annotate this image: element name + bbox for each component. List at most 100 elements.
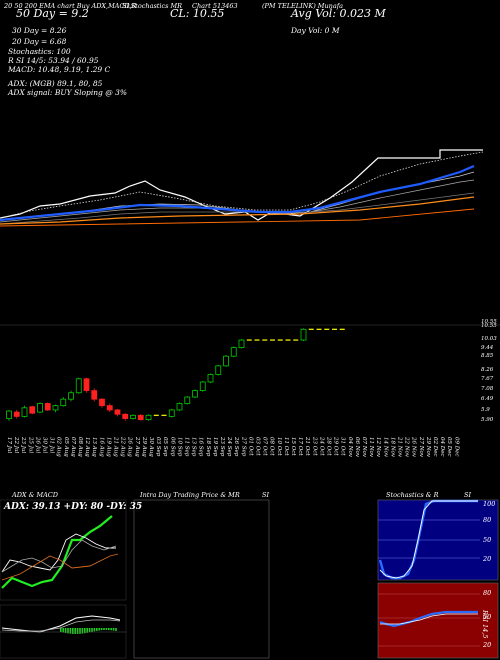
macd-lines [0,615,126,634]
macd-histogram-bar [67,628,69,634]
macd-histogram-bar [96,628,98,631]
macd-histogram-bar [84,628,86,634]
date-tick: 11 Nov [368,437,374,458]
price-tick: 10.55 [481,323,497,329]
date-tick: 30 Jul [42,437,48,453]
date-tick: 31 Jul [49,437,55,453]
plus-di-line [1,533,116,573]
candle [6,409,12,421]
date-tick: 21 Oct [304,436,310,456]
date-tick: 18 Sep [205,437,211,457]
candle [106,403,113,413]
price-tick: 8.85 [481,353,494,359]
dma20-readout: 20 Day = 6.68 [12,37,67,46]
macd-histogram-bar [64,628,67,633]
date-tick: 07 Nov [361,437,367,458]
macd-histogram-bar [100,628,103,631]
macd-histogram-bar [88,628,91,633]
ema-lines [0,149,484,227]
candle [199,380,206,392]
stoch-panel-title: Stochastics & R [386,491,439,499]
ema-dotted-line [0,151,484,219]
stoch-d-line [379,500,478,579]
price-tick: 8.26 [481,367,494,373]
stochastics-readout: Stochastics: 100 [8,47,71,56]
date-tick: 27 Aug [134,436,140,457]
date-tick: 17 Jul [6,437,12,453]
date-tick: 05 Sep [162,437,168,457]
price-tick: 10.55 [481,319,497,325]
price-tick: 9.44 [481,345,494,351]
header-slstoch: SLStochastics MR [122,2,183,10]
macd-histogram-bar [110,628,112,631]
rsi-line [379,610,478,628]
price-tick: 6.49 [481,396,494,402]
date-tick: 11 Oct [283,437,289,456]
header-munafa: (PM TELELINK) Munafa [262,2,343,10]
candle [52,404,59,413]
ema-slow-line-3 [0,192,475,225]
candle [168,408,175,418]
date-tick: 30 Aug [148,437,154,457]
candle [207,373,214,384]
candle [238,338,245,349]
candle [114,408,121,417]
candle [91,388,98,402]
date-tick: 08 Aug [77,437,83,457]
price-tick: 7.67 [481,376,494,382]
candle [230,346,237,358]
price-tick: 5.9 [481,407,490,413]
adx-panel-title: ADX & MACD [12,491,58,499]
date-tick: 01 Oct [247,437,253,456]
date-tick: 29 Aug [141,436,147,457]
rsi-signal-line [380,613,478,625]
date-tick: 19 Sep [212,437,218,457]
date-tick: 04 Dec [439,437,445,457]
intraday-panel-title: Intra Day Trading Price & MR [140,491,240,499]
day-volume: Day Vol: 0 M [291,26,340,35]
candle [29,405,36,415]
candle [184,395,191,405]
date-tick: 14 Nov [382,437,388,458]
date-tick: 13 Sep [191,437,197,457]
price-tick: 5.90 [481,417,494,423]
date-tick: 11 Sep [184,437,190,457]
candle [83,377,90,393]
macd-histogram-bar [93,628,96,632]
stoch-axis-100: 100 [483,500,496,508]
date-tick: 05 Dec [446,437,452,457]
date-tick: 21 Aug [113,436,119,457]
macd-histogram-bar [108,628,110,631]
date-tick: 29 Nov [425,436,431,458]
stoch-axis-50: 50 [483,536,492,544]
candle [13,409,20,419]
date-tick: 12 Nov [375,437,381,458]
minus-di-line [1,539,117,573]
macd-histogram-bar [69,628,72,634]
candle [137,414,144,421]
date-tick: 16 Sep [198,437,204,457]
date-tick: 15 Oct [290,437,296,456]
candles [6,328,345,421]
macd-histogram-bar [112,628,115,631]
close-price: CL: 10.55 [170,7,225,20]
macd-histogram-bar [72,628,74,634]
candle [215,364,222,376]
date-tick: 22 Aug [120,436,126,457]
macd-histogram-bar [105,628,108,631]
candle [60,397,67,407]
date-tick: 03 Oct [255,437,261,456]
date-tick: 23 Oct [311,436,317,456]
macd-readout: MACD: 10.48, 9.19, 1.29 C [8,65,111,74]
date-tick: 26 Sep [233,436,239,457]
date-tick: 10 Sep [176,437,182,457]
rsi-panel [377,582,499,659]
rsi-axis-50: 50 [483,613,492,621]
date-tick: 28 Oct [326,436,332,456]
date-tick: 02 Dec [432,437,438,457]
date-tick: 06 Sep [169,437,175,457]
ema-200-line [0,208,475,227]
macd-histogram-bar [79,628,81,634]
rsi-lines [378,593,480,647]
